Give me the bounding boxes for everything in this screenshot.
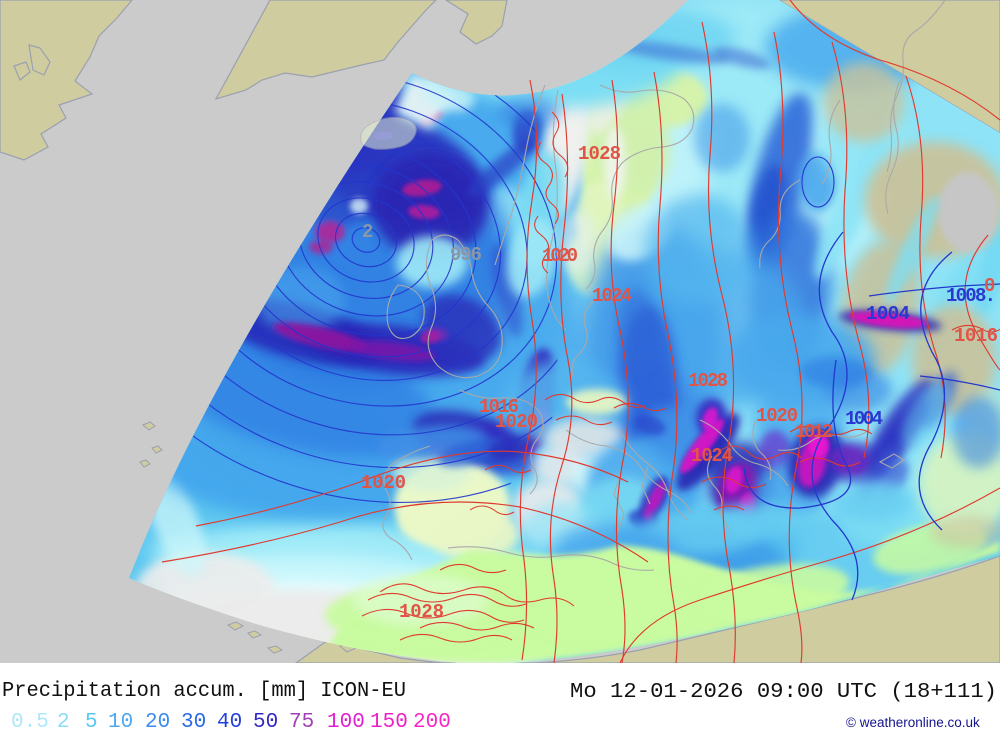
svg-text:5: 5	[85, 711, 98, 733]
svg-text:1020: 1020	[361, 472, 406, 494]
svg-text:100: 100	[327, 711, 365, 733]
svg-text:1008.: 1008.	[946, 285, 996, 307]
svg-text:2: 2	[57, 711, 70, 733]
svg-text:Precipitation accum. [mm] ICON: Precipitation accum. [mm] ICON-EU	[2, 680, 406, 703]
svg-text:1004: 1004	[866, 303, 910, 325]
svg-text:50: 50	[253, 711, 278, 733]
svg-text:1004: 1004	[845, 408, 883, 430]
svg-text:30: 30	[181, 711, 206, 733]
svg-text:75: 75	[289, 711, 314, 733]
svg-text:10: 10	[108, 711, 133, 733]
svg-text:1012: 1012	[795, 421, 833, 443]
svg-text:1024: 1024	[592, 285, 632, 307]
svg-text:150: 150	[370, 711, 408, 733]
svg-text:Mo 12-01-2026 09:00 UTC (18+11: Mo 12-01-2026 09:00 UTC (18+111)	[570, 681, 997, 704]
svg-text:0.5: 0.5	[11, 711, 49, 733]
svg-text:1028: 1028	[578, 143, 621, 165]
svg-text:1024: 1024	[691, 445, 733, 467]
svg-text:20: 20	[145, 711, 170, 733]
svg-text:996: 996	[450, 244, 482, 266]
svg-text:40: 40	[217, 711, 242, 733]
svg-text:1028: 1028	[688, 370, 728, 392]
svg-text:1020: 1020	[756, 405, 798, 427]
svg-text:1020: 1020	[542, 245, 578, 267]
svg-text:2: 2	[362, 221, 373, 243]
svg-text:1016: 1016	[954, 325, 998, 347]
svg-text:1028: 1028	[399, 601, 444, 623]
svg-text:1016: 1016	[479, 396, 519, 418]
svg-text:1020: 1020	[495, 411, 538, 433]
svg-text:0: 0	[984, 275, 995, 297]
svg-text:© weatheronline.co.uk: © weatheronline.co.uk	[846, 715, 980, 730]
svg-text:200: 200	[413, 711, 451, 733]
